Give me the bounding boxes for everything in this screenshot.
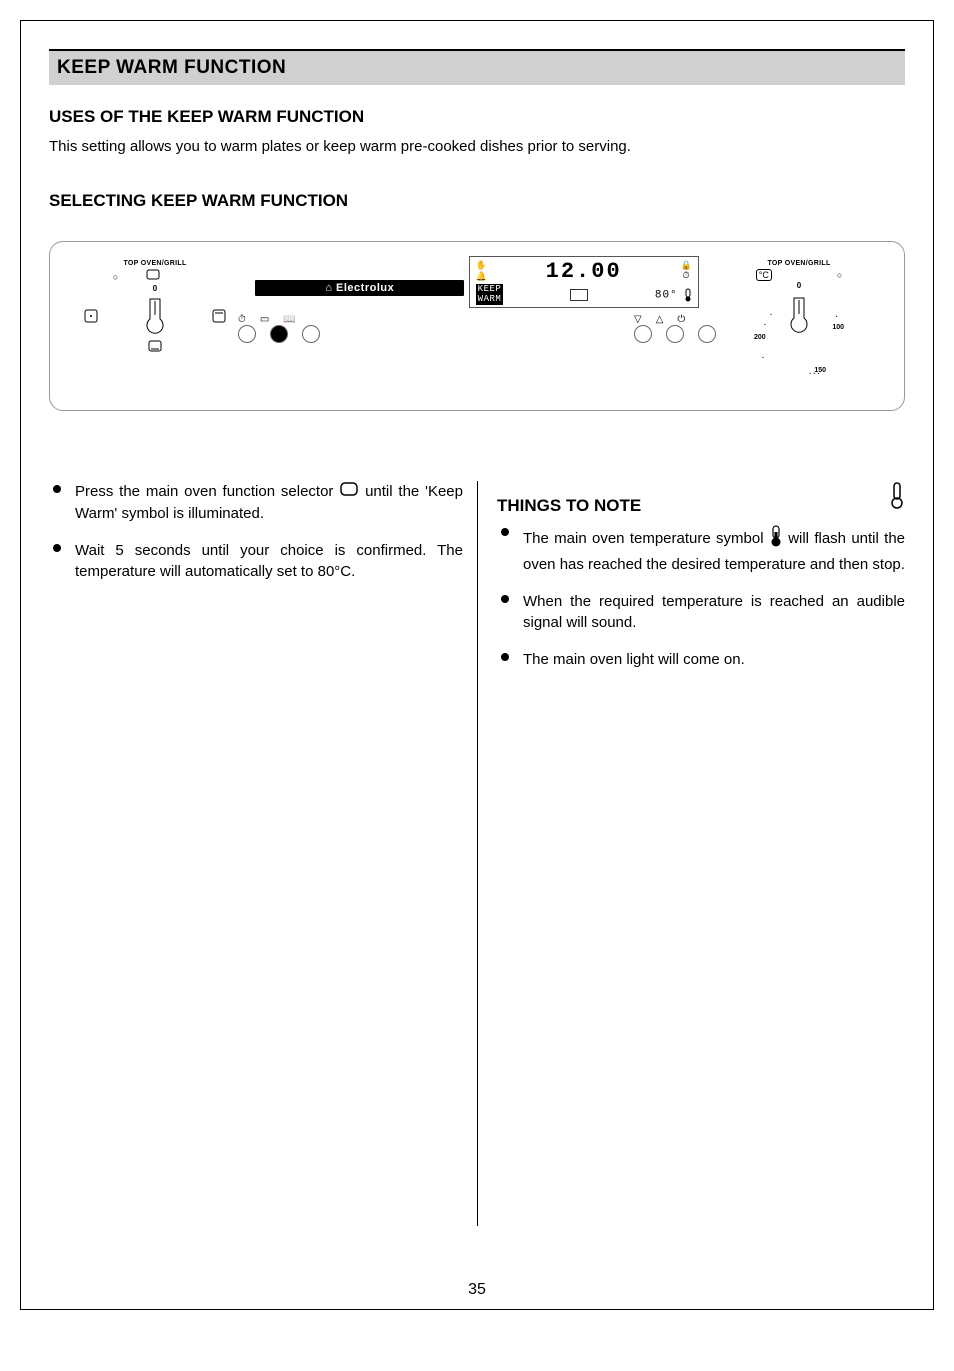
down-triangle-icon: ▽ — [634, 314, 642, 325]
power-icon: ⏻ — [677, 314, 685, 325]
uses-heading: USES OF THE KEEP WARM FUNCTION — [49, 107, 905, 127]
right-notes-list: The main oven temperature symbol will fl… — [497, 524, 905, 670]
right-btn-icons: ▽ △ ⏻ — [634, 314, 716, 325]
things-to-note-heading-row: THINGS TO NOTE — [497, 481, 905, 516]
note-1: The main oven temperature symbol will fl… — [497, 524, 905, 575]
oven-rect-icon — [146, 269, 160, 282]
right-column: THINGS TO NOTE The main oven temperature… — [477, 481, 905, 686]
left-knob-top-row: ○ — [80, 269, 230, 284]
page-number: 35 — [21, 1281, 933, 1299]
left-column: Press the main oven function selector un… — [49, 481, 477, 686]
button-row: ⏱ ▭ 📖 ▽ △ — [230, 314, 724, 343]
step-2a: Wait 5 seconds until your choice is conf… — [75, 542, 426, 559]
tick-100: 100 — [832, 324, 844, 331]
uses-body: This setting allows you to warm plates o… — [49, 137, 905, 157]
right-knob-label: TOP OVEN/GRILL — [724, 260, 874, 267]
left-knob-zero: 0 — [80, 284, 230, 293]
left-knob-svg — [140, 295, 170, 337]
round-button-4[interactable] — [634, 325, 652, 343]
mode-rect-icon: ▭ — [260, 314, 269, 325]
tick-dot-3: · — [762, 355, 764, 362]
lcd-screen: ✋ 🔔 12.00 🔒 ⏱ KEEP WARM — [469, 256, 699, 308]
right-knob-zero: 0 — [724, 281, 874, 290]
right-knob-block: TOP OVEN/GRILL °C ○ 0 100 150 200 · — [724, 256, 874, 374]
fan-icon — [84, 309, 98, 326]
lcd-mode-box-icon — [570, 289, 588, 301]
things-heading-text: THINGS TO NOTE — [497, 496, 641, 516]
bottom-heat-icon — [148, 339, 162, 356]
two-column-region: Press the main oven function selector un… — [49, 481, 905, 686]
step-1a: Press the main oven function selector — [75, 483, 333, 500]
left-knob-mid-row — [80, 295, 230, 339]
brand-bar: ⌂ Electrolux — [255, 280, 464, 296]
up-triangle-icon: △ — [656, 314, 664, 325]
left-button-group: ⏱ ▭ 📖 — [238, 314, 320, 343]
round-button-2-active[interactable] — [270, 325, 288, 343]
clock-small-icon: ⏱ — [680, 272, 691, 282]
round-button-3[interactable] — [302, 325, 320, 343]
lcd-top-row: ✋ 🔔 12.00 🔒 ⏱ — [476, 259, 692, 284]
lcd-left-stack: ✋ 🔔 — [476, 261, 487, 282]
left-knob-block: TOP OVEN/GRILL ○ 0 — [80, 256, 230, 357]
section-title: KEEP WARM FUNCTION — [57, 57, 286, 78]
lcd-right-stack: 🔒 ⏱ — [680, 262, 691, 282]
thermometer-large-icon — [889, 481, 905, 516]
thermometer-small-icon — [684, 288, 692, 302]
center-display-block: ⌂ Electrolux ✋ 🔔 12.00 🔒 ⏱ — [230, 256, 724, 343]
hand-icon: ✋ — [476, 261, 487, 271]
panel-row: TOP OVEN/GRILL ○ 0 — [80, 256, 874, 396]
left-btn-icons: ⏱ ▭ 📖 — [238, 314, 320, 325]
right-knob-svg — [784, 294, 814, 336]
lcd-time: 12.00 — [546, 259, 622, 284]
round-button-1[interactable] — [238, 325, 256, 343]
note-1a: The main oven temperature symbol — [523, 530, 764, 547]
lcd-keepwarm-label: KEEP WARM — [476, 284, 504, 305]
left-knob-label: TOP OVEN/GRILL — [80, 260, 230, 267]
tick-dot-2: · — [764, 322, 766, 329]
round-button-6[interactable] — [698, 325, 716, 343]
page-frame: KEEP WARM FUNCTION USES OF THE KEEP WARM… — [20, 20, 934, 1310]
lamp-off-icon-r: ○ — [837, 270, 842, 280]
left-steps-list: Press the main oven function selector un… — [49, 481, 463, 582]
note-2: When the required temperature is reached… — [497, 591, 905, 633]
step-1: Press the main oven function selector un… — [49, 481, 463, 524]
clock-icon: ⏱ — [238, 314, 246, 325]
left-round-buttons — [238, 325, 320, 343]
section-title-bar: KEEP WARM FUNCTION — [49, 49, 905, 85]
temp-dial: 100 150 200 · · · · · · · — [754, 294, 844, 374]
right-round-buttons — [634, 325, 716, 343]
lcd-temp-readout: 80° — [655, 288, 692, 302]
bell-icon: 🔔 — [476, 272, 487, 282]
grill-icon — [212, 309, 226, 326]
right-knob-top-row: °C ○ — [724, 269, 874, 281]
selector-rect-icon — [339, 481, 359, 503]
lamp-off-icon: ○ — [113, 272, 118, 282]
lcd-temp-value: 80° — [655, 289, 678, 301]
temp-c-icon: °C — [756, 269, 772, 281]
thermometer-filled-icon — [769, 524, 783, 554]
tick-dot-4: · · · — [809, 371, 820, 378]
tick-dot-5: · — [836, 314, 838, 321]
step-2: Wait 5 seconds until your choice is conf… — [49, 540, 463, 582]
lcd-bottom-row: KEEP WARM 80° — [476, 284, 692, 305]
recipe-icon: 📖 — [283, 314, 295, 325]
column-divider — [477, 481, 478, 1226]
right-button-group: ▽ △ ⏻ — [634, 314, 716, 343]
keepwarm-line2: WARM — [478, 295, 502, 304]
note-3: The main oven light will come on. — [497, 649, 905, 670]
control-panel-figure: TOP OVEN/GRILL ○ 0 — [49, 241, 905, 411]
tick-200: 200 — [754, 334, 766, 341]
tick-dot-1: · — [770, 312, 772, 319]
selecting-heading: SELECTING KEEP WARM FUNCTION — [49, 191, 905, 211]
round-button-5[interactable] — [666, 325, 684, 343]
